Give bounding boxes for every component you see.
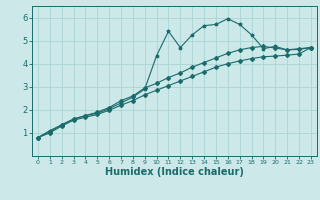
X-axis label: Humidex (Indice chaleur): Humidex (Indice chaleur) xyxy=(105,167,244,177)
